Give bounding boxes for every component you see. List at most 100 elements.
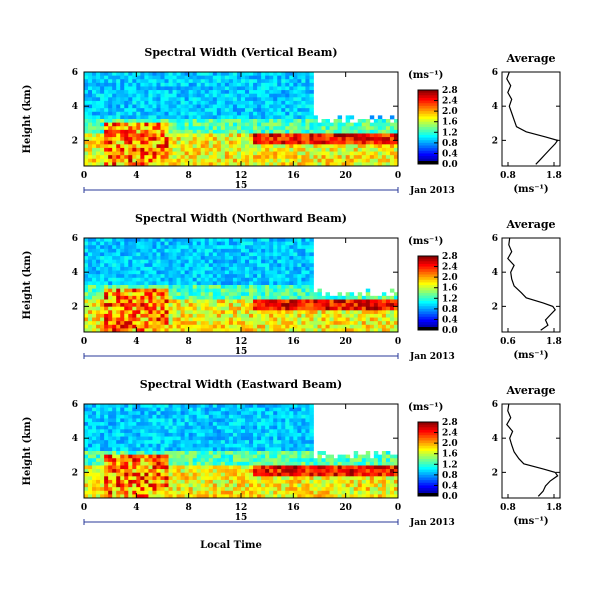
heatmap-cell (216, 72, 222, 77)
heatmap-cell (309, 115, 314, 120)
heatmap-cell (269, 155, 274, 160)
heatmap-cell (200, 317, 206, 322)
heatmap-cell (108, 79, 113, 84)
heatmap-cell (96, 162, 101, 167)
heatmap-cell (96, 137, 101, 142)
heatmap-cell (92, 72, 97, 77)
heatmap-cell (216, 303, 222, 308)
heatmap-cell (353, 321, 359, 326)
heatmap-cell (208, 72, 214, 77)
heatmap-cell (132, 451, 137, 456)
heatmap-cell (249, 263, 254, 268)
heatmap-cell (301, 104, 306, 109)
heatmap-cell (124, 151, 129, 156)
heatmap-cell (377, 126, 383, 131)
heatmap-cell (285, 303, 290, 308)
heatmap-cell (309, 72, 314, 77)
heatmap-cell (108, 129, 113, 134)
heatmap-cell (172, 454, 177, 459)
heatmap-cell (216, 476, 222, 481)
heatmap-cell (277, 490, 282, 495)
heatmap-cell (245, 75, 250, 80)
heatmap-cell (164, 97, 169, 102)
heatmap-cell (317, 306, 322, 311)
heatmap-cell (196, 465, 202, 470)
heatmap-cell (224, 129, 230, 134)
heatmap-cell (88, 277, 93, 282)
heatmap-cell (164, 411, 169, 416)
heatmap-cell (84, 292, 89, 297)
heatmap-cell (265, 422, 270, 427)
heatmap-cell (261, 274, 266, 279)
heatmap-cell (249, 472, 254, 477)
average-title: Average (505, 218, 555, 231)
heatmap-cell (297, 155, 302, 160)
heatmap-cell (144, 285, 149, 290)
heatmap-cell (132, 469, 137, 474)
heatmap-cell (281, 469, 286, 474)
heatmap-cell (385, 328, 391, 333)
heatmap-cell (253, 321, 258, 326)
heatmap-cell (156, 82, 161, 87)
heatmap-cell (373, 155, 379, 160)
heatmap-cell (269, 263, 274, 268)
heatmap-cell (132, 324, 137, 329)
heatmap-cell (208, 494, 214, 499)
heatmap-cell (228, 483, 234, 488)
heatmap-cell (228, 256, 234, 261)
heatmap-cell (176, 425, 182, 430)
heatmap-cell (188, 104, 194, 109)
heatmap-cell (88, 425, 93, 430)
heatmap-cell (196, 97, 202, 102)
heatmap-cell (285, 299, 290, 304)
heatmap-cell (136, 469, 141, 474)
heatmap-cell (164, 108, 169, 113)
heatmap-cell (289, 306, 294, 311)
heatmap-cell (305, 144, 310, 149)
heatmap-cell (273, 454, 278, 459)
heatmap-cell (212, 122, 218, 127)
heatmap-cell (273, 469, 278, 474)
heatmap-cell (88, 458, 93, 463)
heatmap-cell (140, 461, 145, 466)
heatmap-cell (293, 256, 298, 261)
heatmap-cell (297, 281, 302, 286)
heatmap-cell (196, 266, 202, 271)
heatmap-cell (281, 404, 286, 409)
heatmap-cell (132, 328, 137, 333)
heatmap-cell (84, 151, 89, 156)
heatmap-cell (148, 274, 153, 279)
heatmap-cell (349, 147, 355, 152)
heatmap-cell (168, 137, 173, 142)
heatmap-cell (309, 317, 314, 322)
heatmap-cell (88, 248, 93, 253)
heatmap-cell (285, 422, 290, 427)
heatmap-cell (232, 317, 238, 322)
heatmap-cell (96, 494, 101, 499)
heatmap-cell (281, 155, 286, 160)
heatmap-cell (253, 292, 258, 297)
heatmap-cell (365, 292, 371, 297)
heatmap-cell (277, 411, 282, 416)
heatmap-cell (132, 479, 137, 484)
heatmap-cell (297, 292, 302, 297)
heatmap-cell (108, 270, 113, 275)
heatmap-cell (160, 155, 165, 160)
heatmap-cell (216, 490, 222, 495)
heatmap-cell (96, 263, 101, 268)
heatmap-cell (172, 137, 177, 142)
heatmap-cell (160, 93, 165, 98)
heatmap-cell (265, 313, 270, 318)
heatmap-cell (164, 122, 169, 127)
heatmap-cell (309, 266, 314, 271)
heatmap-cell (265, 86, 270, 91)
heatmap-cell (329, 317, 334, 322)
heatmap-cell (92, 90, 97, 95)
heatmap-cell (148, 86, 153, 91)
heatmap-cell (108, 72, 113, 77)
heatmap-cell (265, 306, 270, 311)
heatmap-cell (124, 458, 129, 463)
heatmap-cell (200, 144, 206, 149)
heatmap-cell (349, 144, 355, 149)
